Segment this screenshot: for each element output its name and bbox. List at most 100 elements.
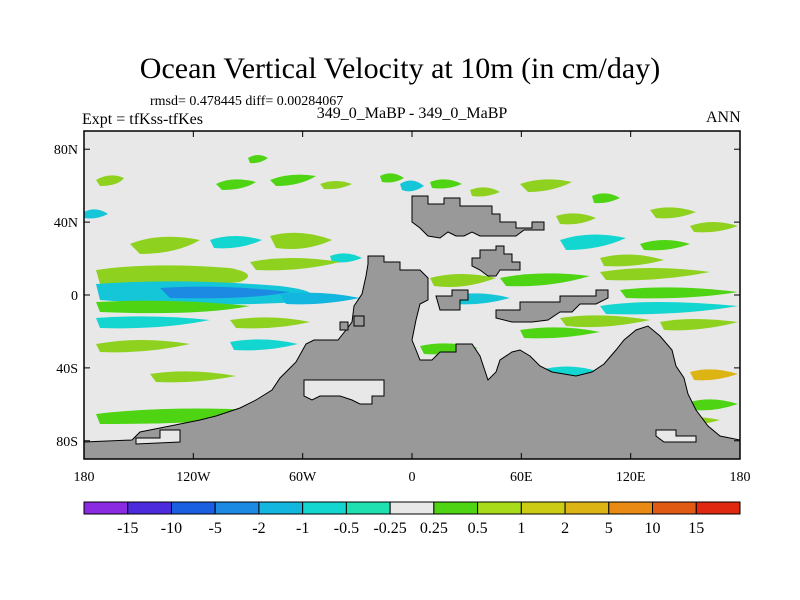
colorbar-swatch [389,501,435,515]
land-africa-arm [435,289,469,311]
anomaly-patch [230,339,298,351]
anomaly-patch [96,300,250,314]
anomaly-patch [560,234,626,250]
land-masses [83,195,741,460]
colorbar-label: -1 [296,520,309,537]
neutral-patch [655,429,697,443]
anomaly-patch [96,175,124,186]
colorbar-swatch [564,501,610,515]
land-small-1 [339,321,349,331]
colorbar-swatch [258,501,304,515]
colorbar-label: -15 [117,520,138,537]
colorbar-label: -0.5 [334,520,359,537]
colorbar-label: -2 [252,520,265,537]
anomaly-patch [690,222,738,233]
x-tick-label: 60E [510,470,533,485]
anomaly-patch [600,302,738,315]
case-label: 349_0_MaBP - 349_0_MaBP [316,105,508,122]
anomaly-patch [520,179,572,192]
anomaly-patch [250,258,340,271]
colorbar-label: -0.25 [373,520,406,537]
anomaly-patch [320,181,352,190]
colorbar-swatch [477,501,522,515]
colorbar-label: 5 [605,520,613,537]
colorbar-swatch [302,501,347,515]
anomaly-patch [400,180,424,192]
land-island [471,245,521,277]
colorbar-label: 10 [645,520,661,537]
season-label: ANN [706,109,741,126]
colorbar-label: 15 [688,520,704,537]
land-north [411,195,545,239]
anomaly-patch [556,213,596,225]
anomaly-patch [160,286,290,299]
colorbar-swatch [345,501,391,515]
anomaly-patch [96,265,248,287]
colorbar-label: -5 [209,520,222,537]
y-tick-label: 0 [71,289,78,304]
colorbar-swatch [214,501,260,515]
anomaly-patch [640,240,690,251]
x-tick-label: 180 [730,470,751,485]
stats-readout: rmsd= 0.478445 diff= 0.00284067 [150,94,344,109]
anomaly-patch [430,179,462,189]
colorbar-label: 1 [517,520,525,537]
anomaly-patch [130,236,200,254]
anomaly-patch [600,268,710,281]
anomaly-patch [600,254,664,267]
anomaly-patch [620,287,738,299]
colorbar-swatch [83,501,129,515]
x-tick-label: 120W [176,470,211,485]
anomaly-patch [216,179,256,190]
anomaly-patch [592,193,620,204]
anomaly-patch [96,340,190,353]
anomaly-patch [248,155,268,164]
anomaly-patch [470,187,500,197]
anomaly-patch [84,209,108,219]
x-tick-label: 180 [74,470,95,485]
colorbar: -15 -10 -5 -2 -1 -0.5 -0.25 0.25 0.5 1 2 5 10 15 [83,501,741,537]
anomaly-patch [560,315,650,328]
x-tick-label: 120E [616,470,646,485]
anomaly-patch [380,173,404,183]
y-tick-label: 40N [54,216,78,231]
anomaly-patch [430,274,496,287]
y-tick-label: 80S [56,435,78,450]
y-tick-label: 40S [56,362,78,377]
y-axis: 80N 40N 0 40S 80S [54,143,740,450]
colorbar-swatch [695,501,741,515]
colorbar-label: 0.25 [420,520,448,537]
land-neutral-patches [135,379,697,445]
anomaly-patch [690,399,738,411]
anomaly-patch [650,207,696,219]
anomaly-patch [230,317,310,329]
x-tick-label: 0 [409,470,416,485]
colorbar-swatch [433,501,479,515]
anomaly-patch [270,174,316,186]
anomaly-patch [210,236,262,249]
colorbar-label: -10 [161,520,182,537]
anomaly-patch [280,292,360,305]
experiment-label: Expt = tfKss-tfKes [82,111,204,128]
y-tick-label: 80N [54,143,78,158]
anomaly-patch [330,253,362,263]
map-panel [83,130,741,460]
colorbar-swatch [127,501,172,515]
anomaly-patch [660,319,738,331]
land-asia-strip [495,289,609,323]
x-tick-label: 60W [289,470,317,485]
colorbar-swatch [652,501,697,515]
anomaly-patch [520,327,600,339]
map-title: Ocean Vertical Velocity at 10m (in cm/da… [139,52,661,85]
colorbar-swatch [608,501,654,515]
anomaly-patch [500,273,590,287]
anomaly-patch [270,232,332,249]
colorbar-label: 0.5 [468,520,488,537]
neutral-patch [303,379,385,405]
anomaly-patch [150,371,236,383]
land-americas [83,255,741,460]
anomaly-patch [96,316,210,329]
colorbar-swatch [170,501,216,515]
colorbar-swatch [520,501,566,515]
